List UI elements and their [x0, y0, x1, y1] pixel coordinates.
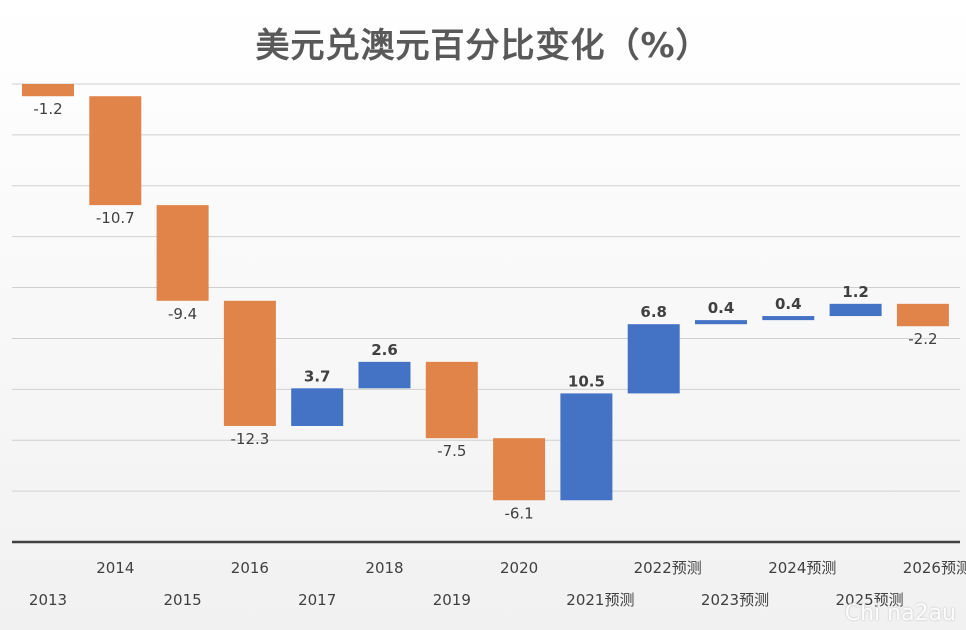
- x-tick-label: 2019: [433, 591, 471, 609]
- x-tick-label: 2021预测: [566, 591, 634, 609]
- data-label: -2.2: [908, 330, 937, 348]
- x-tick-label: 2016: [231, 559, 269, 577]
- data-label: 1.2: [842, 283, 869, 301]
- x-tick-label: 2023预测: [701, 591, 769, 609]
- bar: [560, 393, 613, 501]
- bar: [89, 96, 142, 206]
- data-label: 6.8: [640, 303, 667, 321]
- chart-title: 美元兑澳元百分比变化（%）: [255, 26, 711, 66]
- data-label: 0.4: [708, 299, 735, 317]
- data-label: 10.5: [568, 372, 605, 390]
- data-label: -12.3: [230, 430, 269, 448]
- bar: [829, 303, 882, 317]
- bar: [493, 438, 546, 501]
- bar: [358, 361, 411, 389]
- x-tick-label: 2020: [500, 559, 538, 577]
- x-tick-label: 2025预测: [836, 591, 904, 609]
- data-label: 3.7: [304, 367, 331, 385]
- x-tick-label: 2014: [96, 559, 134, 577]
- bar: [291, 388, 344, 426]
- bar: [156, 205, 209, 301]
- bar: [627, 324, 680, 394]
- bar: [695, 320, 747, 325]
- data-label: -9.4: [168, 305, 197, 323]
- bar: [22, 84, 74, 97]
- watermark: Chi na2au: [844, 601, 956, 626]
- x-tick-label: 2024预测: [768, 559, 836, 577]
- bar: [425, 361, 478, 439]
- x-tick-label: 2022预测: [634, 559, 702, 577]
- data-label: 0.4: [775, 295, 802, 313]
- x-tick-label: 2026预测: [903, 559, 966, 577]
- x-tick-label: 2015: [164, 591, 202, 609]
- bar: [896, 303, 949, 327]
- data-label: -6.1: [504, 504, 533, 522]
- bar: [223, 300, 276, 426]
- data-label: -10.7: [96, 209, 135, 227]
- x-tick-label: 2013: [29, 591, 67, 609]
- data-label: -7.5: [437, 442, 466, 460]
- data-label: -1.2: [33, 100, 62, 118]
- bar: [762, 316, 815, 321]
- x-tick-label: 2017: [298, 591, 336, 609]
- data-label: 2.6: [371, 341, 398, 359]
- x-tick-label: 2018: [365, 559, 403, 577]
